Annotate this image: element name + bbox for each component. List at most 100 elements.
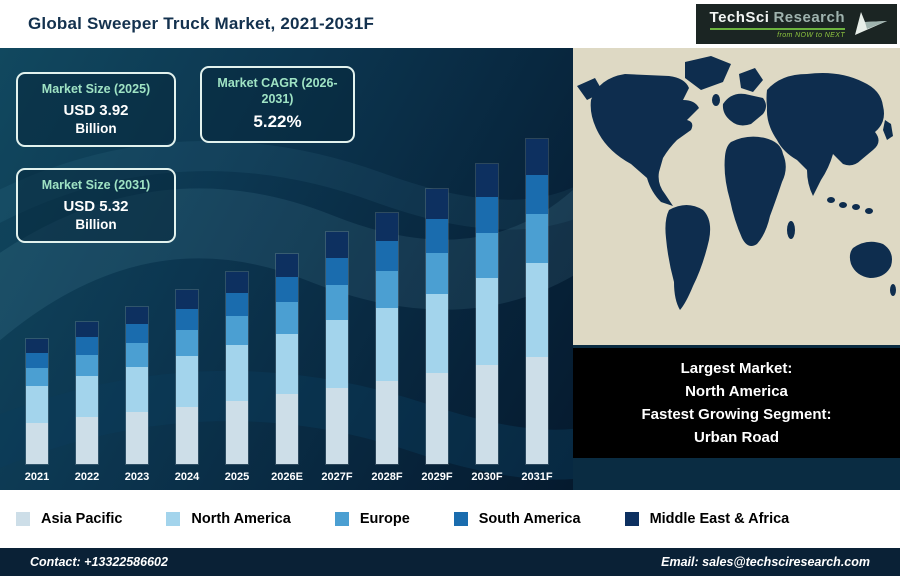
brand-name-primary: TechSci [709,8,770,26]
legend-label: South America [478,511,581,527]
segment-europe [126,343,148,367]
segment-europe [76,354,98,377]
legend-item-asia-pacific: Asia Pacific [16,511,122,527]
stacked-bar-2023 [126,307,148,464]
legend-label: Europe [359,511,410,527]
segment-asia-pacific [76,417,98,464]
year-label: 2030F [471,471,503,483]
segment-asia-pacific [276,394,298,464]
market-callout: Largest Market: North America Fastest Gr… [573,348,900,458]
segment-middle-east-africa [176,290,198,310]
page-title: Global Sweeper Truck Market, 2021-2031F [28,14,375,33]
market-size-2025-label: Market Size (2025) [41,82,151,96]
segment-middle-east-africa [226,272,248,294]
brand-logo-text: TechSci Research from NOW to NEXT [709,10,845,39]
segment-south-america [176,309,198,331]
segment-middle-east-africa [526,139,548,175]
year-label: 2026E [271,471,303,483]
world-map-panel [573,48,900,345]
paper-plane-icon [855,12,887,35]
brand-name: TechSci Research [710,10,845,25]
market-size-2025-unit: Billion [75,120,117,136]
bar-column-2026E: 2026E [262,56,312,484]
segment-north-america [376,308,398,382]
segment-middle-east-africa [426,189,448,220]
segment-europe [176,330,198,357]
segment-north-america [326,320,348,388]
largest-market-label: Largest Market: [680,359,793,377]
segment-north-america [526,262,548,357]
stacked-bar-chart: 2021 2022 2023 2024 2025 2026E 2027F 2028F 2029F… [12,56,562,484]
brand-tagline: from NOW to NEXT [777,31,845,39]
segment-europe [426,252,448,294]
segment-asia-pacific [26,422,48,464]
legend-swatch [624,512,639,526]
bar-column-2027F: 2027F [312,56,362,484]
year-label: 2022 [74,471,100,483]
bar-column-2022: 2022 [62,56,112,484]
legend-item-north-america: North America [166,511,291,527]
email-info: Email: sales@techsciresearch.com [661,555,870,569]
legend-swatch [334,512,349,526]
stacked-bar-2025 [226,272,248,464]
segment-north-america [26,386,48,423]
year-label: 2025 [224,471,250,483]
segment-north-america [226,344,248,401]
segment-middle-east-africa [376,213,398,241]
segment-north-america [76,376,98,418]
segment-asia-pacific [176,406,198,464]
year-label: 2021 [24,471,50,483]
segment-south-america [426,219,448,253]
year-label: 2023 [124,471,150,483]
segment-europe [376,270,398,309]
year-label: 2024 [174,471,200,483]
legend-label: North America [191,511,291,527]
largest-market-value: North America [685,382,788,400]
segment-asia-pacific [126,412,148,464]
brand-rule [709,27,845,30]
legend-item-south-america: South America [453,511,581,527]
stacked-bar-2026E [276,254,298,464]
segment-europe [326,285,348,321]
bar-column-2023: 2023 [112,56,162,484]
stacked-bar-2021 [26,339,48,464]
segment-europe [26,367,48,387]
legend-item-europe: Europe [334,511,410,527]
legend-label: Asia Pacific [41,511,123,527]
bar-column-2028F: 2028F [362,56,412,484]
stacked-bar-2022 [76,322,98,464]
brand-name-secondary: Research [773,8,845,26]
stacked-bar-2031F [526,139,548,464]
world-map [573,48,900,345]
stacked-bar-2027F [326,232,348,464]
segment-europe [226,316,248,345]
segment-middle-east-africa [476,164,498,198]
market-size-2031-value: USD 5.32 [63,197,129,215]
market-size-2025-value: USD 3.92 [63,101,129,119]
market-cagr-label: Market CAGR (2026-2031) [217,76,338,106]
segment-north-america [126,366,148,413]
bar-column-2024: 2024 [162,56,212,484]
bar-column-2031F: 2031F [512,56,562,484]
segment-asia-pacific [526,356,548,464]
legend-swatch [166,512,181,526]
contact-info: Contact: +13322586602 [30,555,168,569]
segment-asia-pacific [426,373,448,464]
segment-south-america [326,257,348,286]
chart-area: Market Size (2025) USD 3.92 Billion Mark… [0,48,573,490]
segment-middle-east-africa [276,254,298,277]
segment-europe [276,302,298,334]
stacked-bar-2024 [176,290,198,464]
bar-column-2030F: 2030F [462,56,512,484]
segment-south-america [376,240,398,271]
segment-north-america [426,293,448,374]
segment-north-america [276,333,298,395]
market-size-2031-box: Market Size (2031) USD 5.32 Billion [16,168,176,243]
stacked-bar-2028F [376,213,398,464]
market-cagr-value: 5.22% [253,112,302,132]
bar-column-2029F: 2029F [412,56,462,484]
fastest-segment-label: Fastest Growing Segment: [641,406,832,423]
segment-south-america [26,352,48,368]
segment-middle-east-africa [326,232,348,258]
legend-swatch [453,512,468,526]
